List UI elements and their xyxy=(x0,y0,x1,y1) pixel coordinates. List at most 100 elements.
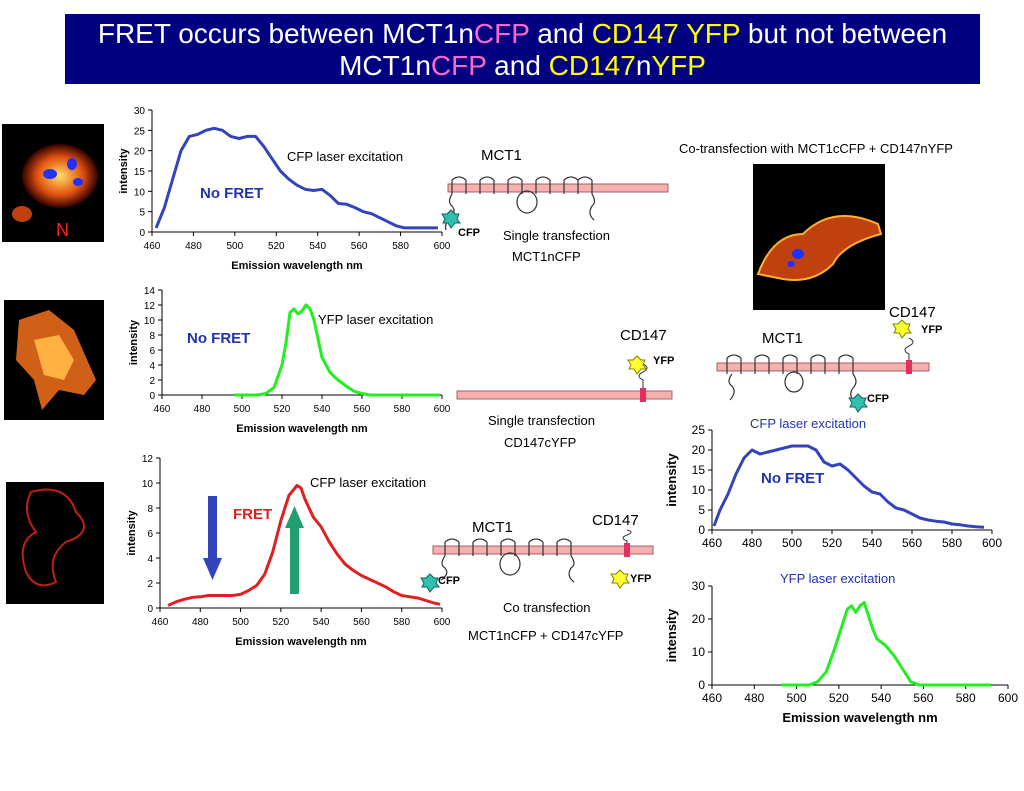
y-tick-label: 20 xyxy=(134,147,146,158)
x-tick-label: 500 xyxy=(787,691,807,705)
yfp-tag-right: YFP xyxy=(921,324,942,336)
y-axis-label: intensity xyxy=(118,148,130,194)
x-tick-label: 460 xyxy=(152,617,169,628)
slide-title: FRET occurs between MCT1nCFP and CD147 Y… xyxy=(65,14,980,84)
cfp-tag-1: CFP xyxy=(458,227,480,239)
mct1-transmembrane-loops xyxy=(440,538,575,583)
x-tick-label: 480 xyxy=(194,404,211,415)
cfp-fluorophore-icon xyxy=(441,209,461,229)
y-tick-label: 10 xyxy=(692,483,706,497)
up-arrow-shaft xyxy=(290,526,299,594)
x-tick-label: 520 xyxy=(829,691,849,705)
yfp-tag-3: YFP xyxy=(630,573,651,585)
x-axis-label: Emission wavelength nm xyxy=(231,260,363,272)
series-line xyxy=(234,303,440,397)
diagram-mct1-single: CFP xyxy=(441,176,669,239)
cell-image-yfp xyxy=(4,300,104,420)
y-axis-label: intensity xyxy=(664,608,679,662)
cd147-extracellular-loops xyxy=(904,337,914,360)
cfp-fluorophore-icon xyxy=(420,573,440,593)
x-tick-label: 560 xyxy=(354,404,371,415)
y-tick-label: 4 xyxy=(149,361,155,372)
down-arrow-shaft xyxy=(208,496,217,561)
x-tick-label: 580 xyxy=(942,536,962,550)
y-tick-label: 0 xyxy=(139,228,145,239)
cell-image-cotransfection xyxy=(753,164,885,310)
single-transfection-label-2: Single transfection xyxy=(488,413,595,428)
cd147-tm-domain xyxy=(906,360,912,374)
yfp-fluorophore-icon xyxy=(610,569,630,589)
cfp-excitation-label-1: CFP laser excitation xyxy=(287,149,404,164)
x-tick-label: 520 xyxy=(822,536,842,550)
down-arrow-head-icon xyxy=(203,558,222,580)
yfp-fluorophore-icon xyxy=(627,355,647,375)
series-line xyxy=(154,126,438,230)
mct1-label-1: MCT1 xyxy=(481,147,522,164)
x-tick-label: 600 xyxy=(434,617,451,628)
y-tick-label: 0 xyxy=(149,391,155,402)
y-tick-label: 14 xyxy=(144,286,156,297)
x-tick-label: 580 xyxy=(394,404,411,415)
x-tick-label: 500 xyxy=(227,241,244,252)
cell-image-cfp-graphic xyxy=(12,144,98,222)
y-axis-label: intensity xyxy=(664,453,679,507)
y-tick-label: 2 xyxy=(149,376,155,387)
yfp-tag-2: YFP xyxy=(653,355,674,367)
x-tick-label: 520 xyxy=(268,241,285,252)
x-tick-label: 600 xyxy=(998,691,1018,705)
x-tick-label: 480 xyxy=(744,691,764,705)
y-tick-label: 4 xyxy=(147,554,153,565)
membrane-bar xyxy=(716,362,930,372)
cd147-label-2: CD147 xyxy=(620,327,667,344)
y-tick-label: 2 xyxy=(147,579,153,590)
mct1ncfp-cd147cyfp-label: MCT1nCFP + CD147cYFP xyxy=(468,628,624,643)
membrane-bar xyxy=(447,183,669,193)
cell-image-cfp: N xyxy=(2,124,104,242)
mct1-label-3: MCT1 xyxy=(472,519,513,536)
y-tick-label: 5 xyxy=(698,503,705,517)
y-tick-label: 6 xyxy=(149,346,155,357)
cd147-extracellular-loops xyxy=(638,363,648,388)
mct1-label-right: MCT1 xyxy=(762,330,803,347)
yfp-fluorophore-icon xyxy=(892,319,912,339)
y-tick-label: 10 xyxy=(144,316,156,327)
fret-label-3: FRET xyxy=(233,506,273,523)
x-tick-label: 540 xyxy=(862,536,882,550)
cfp-tag-right: CFP xyxy=(867,393,889,405)
y-tick-label: 25 xyxy=(692,423,706,437)
x-tick-label: 460 xyxy=(154,404,171,415)
y-tick-label: 15 xyxy=(692,463,706,477)
x-tick-label: 460 xyxy=(702,691,722,705)
y-tick-label: 25 xyxy=(134,126,146,137)
x-tick-label: 540 xyxy=(871,691,891,705)
y-tick-label: 30 xyxy=(692,579,706,593)
cd147-label-right: CD147 xyxy=(889,304,936,321)
y-tick-label: 10 xyxy=(134,187,146,198)
y-tick-label: 12 xyxy=(144,301,156,312)
x-axis-label: Emission wavelength nm xyxy=(236,423,368,435)
y-tick-label: 12 xyxy=(142,454,154,465)
x-axis-label: Emission wavelength nm xyxy=(782,710,937,725)
x-axis-label: Emission wavelength nm xyxy=(235,636,367,648)
series-line xyxy=(712,444,985,529)
x-tick-label: 600 xyxy=(434,404,451,415)
no-fret-label-1: No FRET xyxy=(200,185,264,202)
cfp-tag-3: CFP xyxy=(438,575,460,587)
y-tick-label: 15 xyxy=(134,167,146,178)
mct1-transmembrane-loops xyxy=(726,354,858,405)
cd147-label-3: CD147 xyxy=(592,512,639,529)
cd147-tm-domain xyxy=(640,388,646,402)
yfp-excitation-label-right: YFP laser excitation xyxy=(780,571,896,586)
cotransfection-title: Co-transfection with MCT1cCFP + CD147nYF… xyxy=(679,141,953,156)
x-tick-label: 560 xyxy=(902,536,922,550)
y-tick-label: 0 xyxy=(147,604,153,615)
y-tick-label: 8 xyxy=(147,504,153,515)
mct1-transmembrane-loops xyxy=(444,176,596,231)
y-tick-label: 20 xyxy=(692,612,706,626)
y-tick-label: 5 xyxy=(139,208,145,219)
x-tick-label: 540 xyxy=(313,617,330,628)
mct1ncfp-label: MCT1nCFP xyxy=(512,249,581,264)
cfp-excitation-label-3: CFP laser excitation xyxy=(310,475,427,490)
